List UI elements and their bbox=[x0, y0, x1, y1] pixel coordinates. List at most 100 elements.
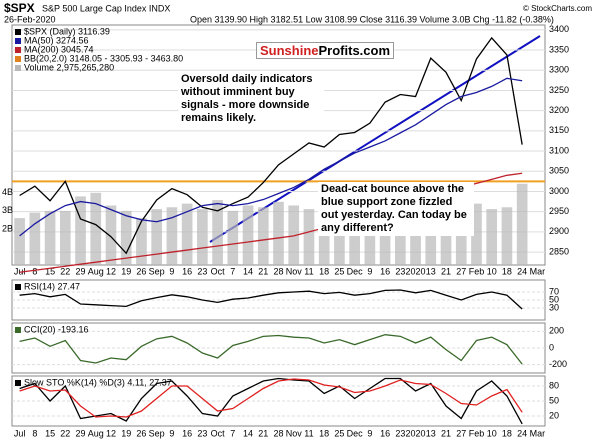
volume-bar bbox=[242, 205, 254, 265]
x-tick-label: Jul bbox=[14, 266, 26, 276]
volume-bar bbox=[14, 218, 25, 265]
legend-label: BB(20,2.0) 3148.05 - 3305.93 - 3463.80 bbox=[24, 53, 183, 63]
x-tick-label: 8 bbox=[32, 428, 37, 438]
volume-bar bbox=[516, 183, 528, 265]
x-tick-label: 12 bbox=[106, 428, 116, 438]
x-tick-label: 25 bbox=[334, 428, 344, 438]
brand-1: Sunshine bbox=[260, 43, 319, 58]
x-tick-label: 19 bbox=[121, 266, 131, 276]
x-tick-label: 10 bbox=[487, 428, 497, 438]
x-tick-label: 28 bbox=[273, 266, 283, 276]
volume-bar bbox=[318, 210, 330, 265]
x-tick-label: 16 bbox=[182, 428, 192, 438]
x-tick-label: 13 bbox=[426, 266, 436, 276]
x-tick-label: Feb bbox=[469, 428, 485, 438]
volume-bar bbox=[334, 214, 345, 265]
x-tick-label: 18 bbox=[502, 428, 512, 438]
index-name: S&P 500 Large Cap Index INDX bbox=[42, 3, 170, 13]
brand: SunshineProfits.com bbox=[256, 42, 395, 59]
x-tick-label: 15 bbox=[45, 428, 55, 438]
x-tick-label: 18 bbox=[319, 266, 329, 276]
x-tick-label: 18 bbox=[319, 428, 329, 438]
volume-bar bbox=[410, 212, 421, 265]
volume-bar bbox=[44, 210, 56, 265]
x-tick-label: 21 bbox=[258, 266, 268, 276]
volume-bar bbox=[120, 210, 132, 265]
volume-bar bbox=[181, 203, 193, 265]
legend-swatch bbox=[15, 327, 21, 333]
x-tick-label: 23 bbox=[395, 266, 405, 276]
y-tick-label: 2950 bbox=[549, 206, 569, 216]
x-tick-label: 14 bbox=[243, 266, 253, 276]
x-tick-label: 16 bbox=[380, 266, 390, 276]
x-tick-label: 22 bbox=[60, 266, 70, 276]
x-tick-label: 24 bbox=[517, 428, 527, 438]
x-tick-label: 10 bbox=[487, 266, 497, 276]
volume-bar bbox=[227, 210, 239, 265]
x-tick-label: Dec bbox=[347, 428, 364, 438]
x-tick-label: 27 bbox=[456, 266, 466, 276]
x-tick-label: 11 bbox=[304, 266, 313, 276]
x-tick-label: 24 bbox=[517, 266, 527, 276]
legend-swatch bbox=[15, 38, 21, 44]
volume-bar bbox=[151, 209, 163, 265]
volume-bar bbox=[29, 212, 41, 265]
y-tick-label: 2900 bbox=[549, 226, 569, 236]
x-tick-label: Mar bbox=[530, 266, 546, 276]
x-tick-label: 21 bbox=[258, 428, 268, 438]
legend-label: MA(50) 3274.56 bbox=[24, 35, 89, 45]
y-tick-label: 3350 bbox=[549, 44, 569, 54]
series-line bbox=[19, 289, 523, 310]
legend-swatch bbox=[15, 29, 21, 35]
x-tick-label: Sep bbox=[149, 428, 165, 438]
y-tick-label: 200 bbox=[549, 326, 564, 336]
x-tick-label: 19 bbox=[121, 428, 131, 438]
x-tick-label: 14 bbox=[243, 428, 253, 438]
y-tick-label: 3400 bbox=[549, 24, 569, 34]
volume-bar bbox=[136, 218, 147, 265]
volume-bar bbox=[425, 207, 437, 265]
x-tick-label: 11 bbox=[304, 428, 313, 438]
x-tick-label: 9 bbox=[367, 266, 372, 276]
volume-bar bbox=[349, 207, 360, 265]
y-tick-label: 50 bbox=[549, 294, 559, 304]
x-tick-label: Mar bbox=[530, 428, 546, 438]
volume-bar bbox=[288, 205, 300, 265]
series-line bbox=[19, 36, 523, 255]
legend-swatch bbox=[15, 380, 21, 386]
x-tick-label: Sep bbox=[149, 266, 165, 276]
volume-bar bbox=[486, 209, 498, 265]
legend-swatch bbox=[15, 284, 21, 290]
volume-bar bbox=[394, 228, 406, 265]
x-tick-label: 23 bbox=[197, 428, 207, 438]
x-tick-label: 29 bbox=[76, 428, 86, 438]
volume-bar bbox=[273, 201, 284, 265]
annotation: Dead-cat bounce above the blue support z… bbox=[318, 182, 474, 236]
x-tick-label: Jul bbox=[14, 428, 26, 438]
series-line bbox=[19, 378, 523, 418]
x-tick-label: 9 bbox=[367, 428, 372, 438]
x-tick-label: 22 bbox=[60, 428, 70, 438]
y-tick-label: 2850 bbox=[549, 246, 569, 256]
x-tick-label: 18 bbox=[502, 266, 512, 276]
x-tick-label: 23 bbox=[395, 428, 405, 438]
x-tick-label: 8 bbox=[32, 266, 37, 276]
y-tick-label: 70 bbox=[549, 286, 559, 296]
x-tick-label: Aug bbox=[88, 266, 104, 276]
x-tick-label: 9 bbox=[169, 428, 174, 438]
x-tick-label: 28 bbox=[273, 428, 283, 438]
x-tick-label: 26 bbox=[136, 266, 146, 276]
x-tick-label: 16 bbox=[380, 428, 390, 438]
y-tick-label: 80 bbox=[549, 380, 559, 390]
volume-bar bbox=[75, 196, 86, 265]
series-line bbox=[19, 377, 523, 425]
x-tick-label: Nov bbox=[286, 428, 303, 438]
y-tick-label: 3200 bbox=[549, 105, 569, 115]
y2-tick-label: 2B bbox=[2, 223, 13, 233]
x-tick-label: 9 bbox=[169, 266, 174, 276]
quote: Open 3139.90 High 3182.51 Low 3108.99 Cl… bbox=[190, 14, 554, 24]
x-tick-label: Oct bbox=[211, 428, 226, 438]
x-tick-label: 29 bbox=[76, 266, 86, 276]
legend-swatch bbox=[15, 47, 21, 53]
